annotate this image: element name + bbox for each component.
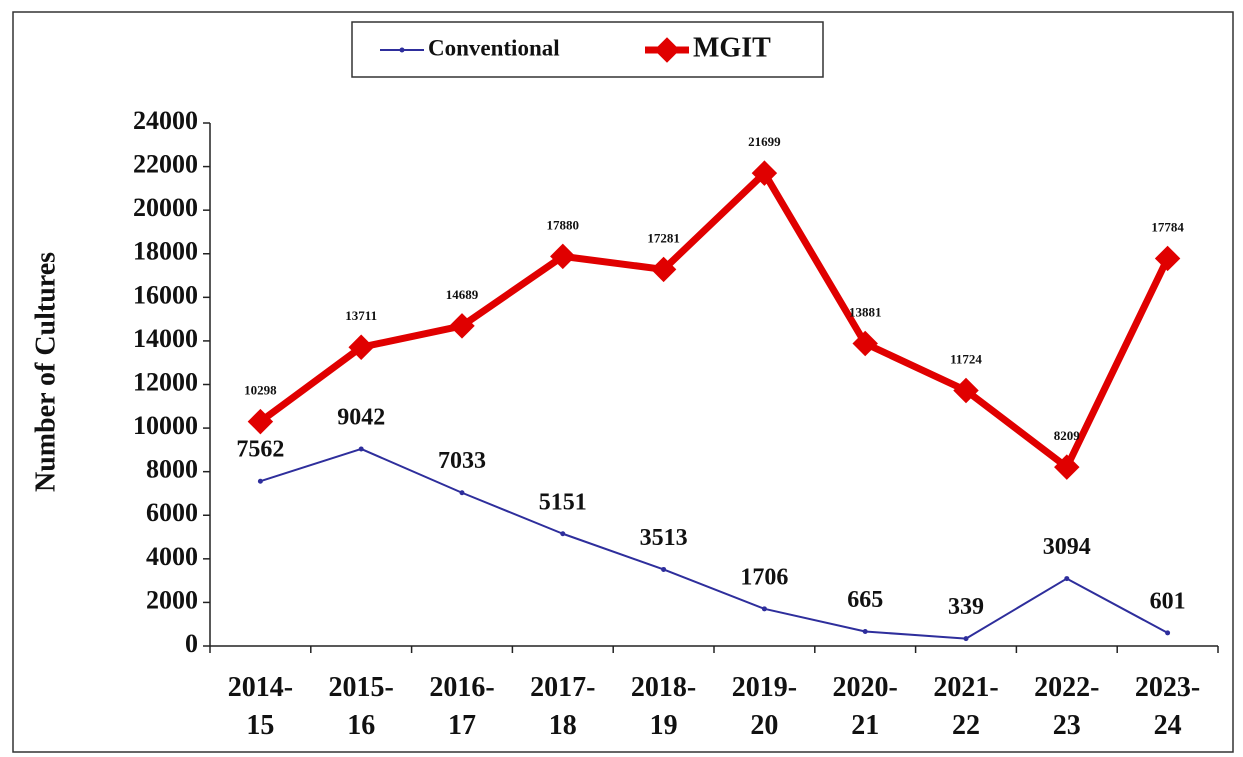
y-tick-label: 2000 <box>146 585 198 614</box>
y-tick-label: 22000 <box>133 150 198 179</box>
y-tick-label: 6000 <box>146 498 198 527</box>
y-tick-label: 8000 <box>146 455 198 484</box>
x-tick-label-line: 2021- <box>933 672 998 703</box>
data-label: 3513 <box>640 525 688 551</box>
point <box>963 636 969 642</box>
point <box>358 446 364 452</box>
point <box>257 478 263 484</box>
x-tick-label: 2022- 23 <box>1034 672 1099 741</box>
x-tick-label: 2018- 19 <box>631 672 696 741</box>
data-label: 7562 <box>236 437 284 463</box>
data-label: 601 <box>1150 588 1186 614</box>
y-tick-label: 4000 <box>146 542 198 571</box>
point <box>650 256 677 283</box>
x-tick-label-line: 2022- <box>1034 672 1099 703</box>
data-label: 17784 <box>1151 219 1184 234</box>
legend-marker <box>399 47 405 53</box>
point <box>661 566 667 572</box>
point <box>1064 576 1070 582</box>
series-line <box>260 447 1169 640</box>
data-label: 10298 <box>244 383 277 398</box>
data-label: 17281 <box>647 230 680 245</box>
point <box>751 160 778 186</box>
point <box>953 377 979 404</box>
series-line <box>258 169 1171 471</box>
data-label: 7033 <box>438 448 486 474</box>
point <box>247 408 274 435</box>
point <box>459 490 465 496</box>
point <box>560 531 566 537</box>
legend-label: MGIT <box>693 32 771 63</box>
data-label: 665 <box>847 587 883 613</box>
y-tick-label: 16000 <box>133 280 198 309</box>
data-label: 3094 <box>1043 534 1091 560</box>
data-label: 339 <box>948 594 984 620</box>
x-tick-label-line: 23 <box>1053 710 1081 741</box>
point <box>862 629 868 635</box>
x-tick-label-line: 2017- <box>530 672 595 703</box>
data-label: 9042 <box>337 404 385 430</box>
data-label: 8209 <box>1054 428 1081 443</box>
x-tick-label: 2017- 18 <box>530 672 595 741</box>
point <box>852 330 878 357</box>
y-tick-label: 14000 <box>133 324 198 353</box>
x-tick-label-line: 21 <box>851 710 879 741</box>
x-tick-label-line: 17 <box>448 710 476 741</box>
x-tick-label-line: 24 <box>1154 710 1182 741</box>
y-tick-label: 12000 <box>133 367 198 396</box>
data-label: 17880 <box>547 217 580 232</box>
point <box>348 334 374 360</box>
legend-box <box>351 21 824 78</box>
x-tick-label-line: 2019- <box>732 672 797 703</box>
x-tick-label: 2016- 17 <box>429 672 494 741</box>
point <box>1154 245 1181 272</box>
data-label: 11724 <box>950 351 982 366</box>
y-tick-label: 24000 <box>133 106 198 135</box>
y-tick-label: 10000 <box>133 411 198 440</box>
data-label: 13711 <box>345 308 377 323</box>
x-tick-label: 2020- 21 <box>833 672 898 741</box>
x-tick-label-line: 16 <box>347 710 375 741</box>
x-tick-label: 2015- 16 <box>329 672 394 741</box>
point <box>761 606 767 612</box>
frame <box>12 11 1234 753</box>
legend-marker <box>654 37 680 63</box>
legend-label: Conventional <box>428 35 560 60</box>
x-tick-label-line: 19 <box>650 710 678 741</box>
x-tick-label-line: 2016- <box>429 672 494 703</box>
data-label: 13881 <box>849 304 882 319</box>
y-tick-label: 0 <box>185 629 198 658</box>
point <box>1165 630 1171 636</box>
y-axis-label: Number of Cultures <box>30 252 61 492</box>
x-tick-label-line: 22 <box>952 710 980 741</box>
x-tick-label-line: 2023- <box>1135 672 1200 703</box>
data-label: 14689 <box>446 287 479 302</box>
x-tick-label: 2021- 22 <box>933 672 998 741</box>
x-tick-label-line: 2015- <box>329 672 394 703</box>
x-tick-label: 2019- 20 <box>732 672 797 741</box>
x-tick-label-line: 2020- <box>833 672 898 703</box>
x-tick-label: 2014- 15 <box>228 672 293 741</box>
x-tick-label-line: 20 <box>750 710 778 741</box>
point <box>550 243 576 270</box>
x-tick-label-line: 15 <box>246 710 274 741</box>
x-tick-label: 2023- 24 <box>1135 672 1200 741</box>
x-tick-label-line: 2018- <box>631 672 696 703</box>
data-label: 21699 <box>748 134 781 149</box>
y-tick-label: 18000 <box>133 237 198 266</box>
data-label: 1706 <box>740 564 788 590</box>
point <box>449 313 475 339</box>
data-label: 5151 <box>539 489 587 515</box>
y-tick-label: 20000 <box>133 193 198 222</box>
x-tick-label-line: 2014- <box>228 672 293 703</box>
x-tick-label-line: 18 <box>549 710 577 741</box>
